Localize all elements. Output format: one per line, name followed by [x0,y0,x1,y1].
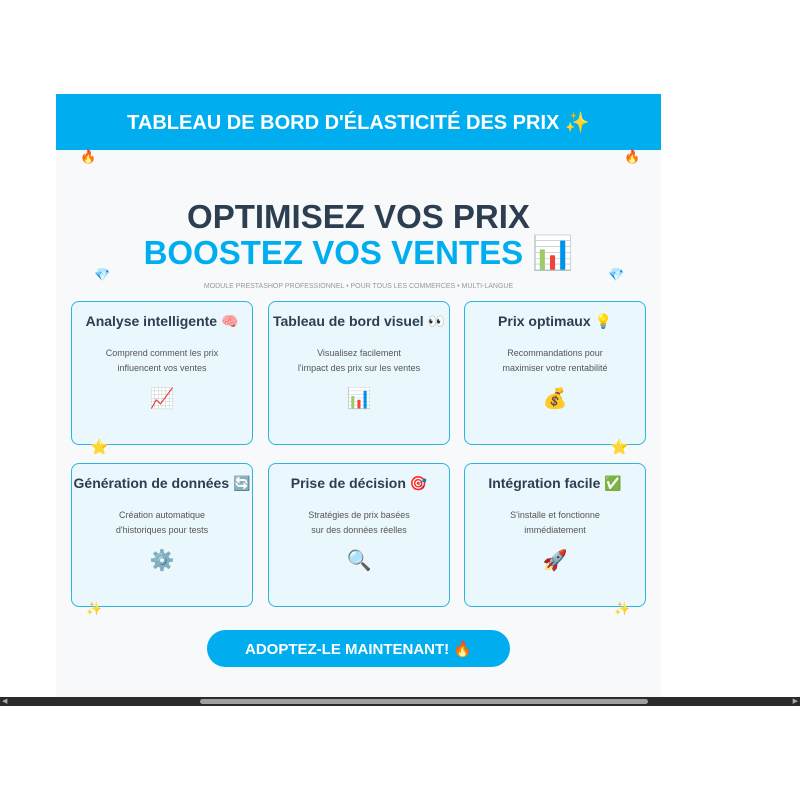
page-container: TABLEAU DE BORD D'ÉLASTICITÉ DES PRIX ✨ … [56,94,661,697]
card-title: Analyse intelligente 🧠 [85,313,239,329]
magnifier-icon: 🔍 [346,550,372,572]
sparkle-icon: ✨ [614,601,631,616]
adopt-now-button[interactable]: ADOPTEZ-LE MAINTENANT! 🔥 [207,630,510,667]
card-description: Visualisez facilement l'impact des prix s… [297,348,421,373]
card-title: Tableau de bord visuel 👀 [273,313,445,329]
hero-tagline: MODULE PRESTASHOP PROFESSIONNEL • POUR T… [203,283,514,290]
card-title: Prise de décision 🎯 [290,475,428,491]
header-banner: TABLEAU DE BORD D'ÉLASTICITÉ DES PRIX ✨ [56,94,661,150]
fire-icon: 🔥 [80,149,97,164]
feature-card-analyse: Analyse intelligente 🧠 Comprend comment … [71,301,253,445]
chart-increasing-icon: 📈 [149,388,175,410]
card-description: Stratégies de prix basées sur des données… [308,510,410,535]
horizontal-scrollbar[interactable]: ◀ ▶ [0,697,800,706]
card-title: Génération de données 🔄 [73,475,251,491]
card-description: Comprend comment les prix influencent vos… [105,348,219,373]
hero-subtitle-accent: BOOSTEZ VOS VENTES 📊 [143,234,574,271]
feature-card-dashboard: Tableau de bord visuel 👀 Visualisez faci… [268,301,450,445]
star-icon: ⭐ [90,439,109,456]
header-title: TABLEAU DE BORD D'ÉLASTICITÉ DES PRIX ✨ [127,111,590,134]
feature-card-decision: Prise de décision 🎯 Stratégies de prix b… [268,463,450,607]
card-title: Prix optimaux 💡 [498,313,612,329]
cta-label: ADOPTEZ-LE MAINTENANT! 🔥 [245,640,472,658]
scrollbar-thumb[interactable] [200,699,648,704]
card-title: Intégration facile ✅ [488,475,622,491]
card-description: Création automatique d'historiques pour t… [115,510,209,535]
scroll-right-arrow-icon[interactable]: ▶ [792,698,798,705]
sparkle-icon: ✨ [86,601,103,616]
rocket-icon: 🚀 [542,550,568,572]
gear-icon: ⚙️ [149,550,175,572]
hero-title: OPTIMISEZ VOS PRIX [187,198,530,235]
diamond-icon: 💎 [608,267,625,282]
diamond-icon: 💎 [94,267,111,282]
feature-card-integration: Intégration facile ✅ S'installe et fonct… [464,463,646,607]
feature-card-generation: Génération de données 🔄 Création automat… [71,463,253,607]
feature-card-prix: Prix optimaux 💡 Recommandations pour maxi… [464,301,646,445]
bar-chart-icon: 📊 [346,388,372,410]
card-description: S'installe et fonctionne immédiatement [510,510,600,535]
money-bag-icon: 💰 [542,388,568,410]
fire-icon: 🔥 [624,149,641,164]
scroll-left-arrow-icon[interactable]: ◀ [2,698,8,705]
card-description: Recommandations pour maximiser votre rent… [502,348,608,373]
star-icon: ⭐ [610,439,629,456]
